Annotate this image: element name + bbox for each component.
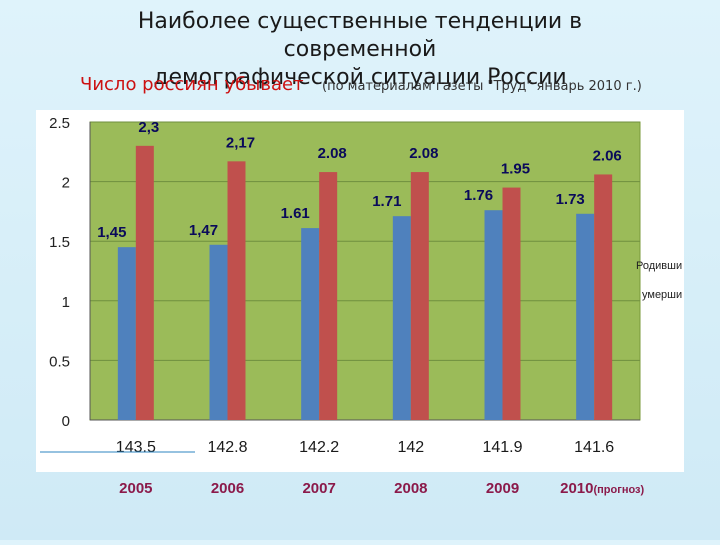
bar-birth [484,210,503,420]
data-label-death: 2,3 [138,119,159,136]
bar-death [502,187,521,420]
data-label-birth: 1,47 [189,222,218,239]
population-label: 142.2 [299,439,339,456]
chart-container: 0 0.5 1 1.5 2 2.5 1,45 2,3 143.5 2005 1,47 2,17 142.… [0,100,720,540]
bar-birth [117,247,136,420]
title-line-2: демографической ситуации России [153,65,567,90]
data-label-birth: 1,45 [97,224,126,241]
year-label: 2007 [302,480,335,497]
page-title: Наиболее существенные тенденции в соврем… [60,8,660,92]
population-label: 141.6 [574,439,614,456]
bar-chart: 0 0.5 1 1.5 2 2.5 1,45 2,3 143.5 2005 1,47 2,17 142.… [36,110,684,497]
population-label: 142 [397,439,424,456]
y-tick-label: 2 [62,175,70,192]
data-label-birth: 1.71 [372,193,401,210]
chart-subtitle: Число россиян убывает [80,74,304,95]
bar-birth [392,216,411,420]
data-label-birth: 1.76 [464,187,493,204]
data-label-death: 2.06 [593,147,622,164]
title-line-1: Наиболее существенные тенденции в соврем… [137,9,583,62]
y-tick-label: 2.5 [49,115,70,132]
data-label-death: 2,17 [226,134,255,151]
bar-death [594,174,613,420]
legend-label-death: умерши [642,289,682,301]
population-label: 141.9 [482,439,522,456]
data-label-death: 1.95 [501,161,530,178]
year-label-suffix: (прогноз) [594,484,645,496]
y-tick-label: 1.5 [49,234,70,251]
y-tick-label: 1 [62,294,70,311]
year-label: 2005 [119,480,152,497]
data-label-birth: 1.73 [556,191,585,208]
data-label-birth: 1.61 [281,205,310,222]
bar-death [227,161,246,420]
bar-birth [209,244,228,420]
source-note: (по материалам газеты "Труд" январь 2010… [322,79,642,94]
y-tick-label: 0.5 [49,353,70,370]
bar-death [319,172,338,420]
year-label: 2006 [211,480,244,497]
data-label-death: 2.08 [318,145,347,162]
bar-birth [301,228,320,420]
data-label-death: 2.08 [409,145,438,162]
year-label: 2009 [486,480,519,497]
legend-label-birth: Родивши [636,260,682,272]
y-tick-label: 0 [62,413,70,430]
bar-birth [576,213,595,420]
bar-death [410,172,429,420]
year-label: 2010(прогноз) [560,480,644,497]
population-label: 143.5 [116,439,156,456]
plot-area [89,121,641,421]
population-label: 142.8 [207,439,247,456]
bar-death [135,145,154,420]
year-label: 2008 [394,480,427,497]
